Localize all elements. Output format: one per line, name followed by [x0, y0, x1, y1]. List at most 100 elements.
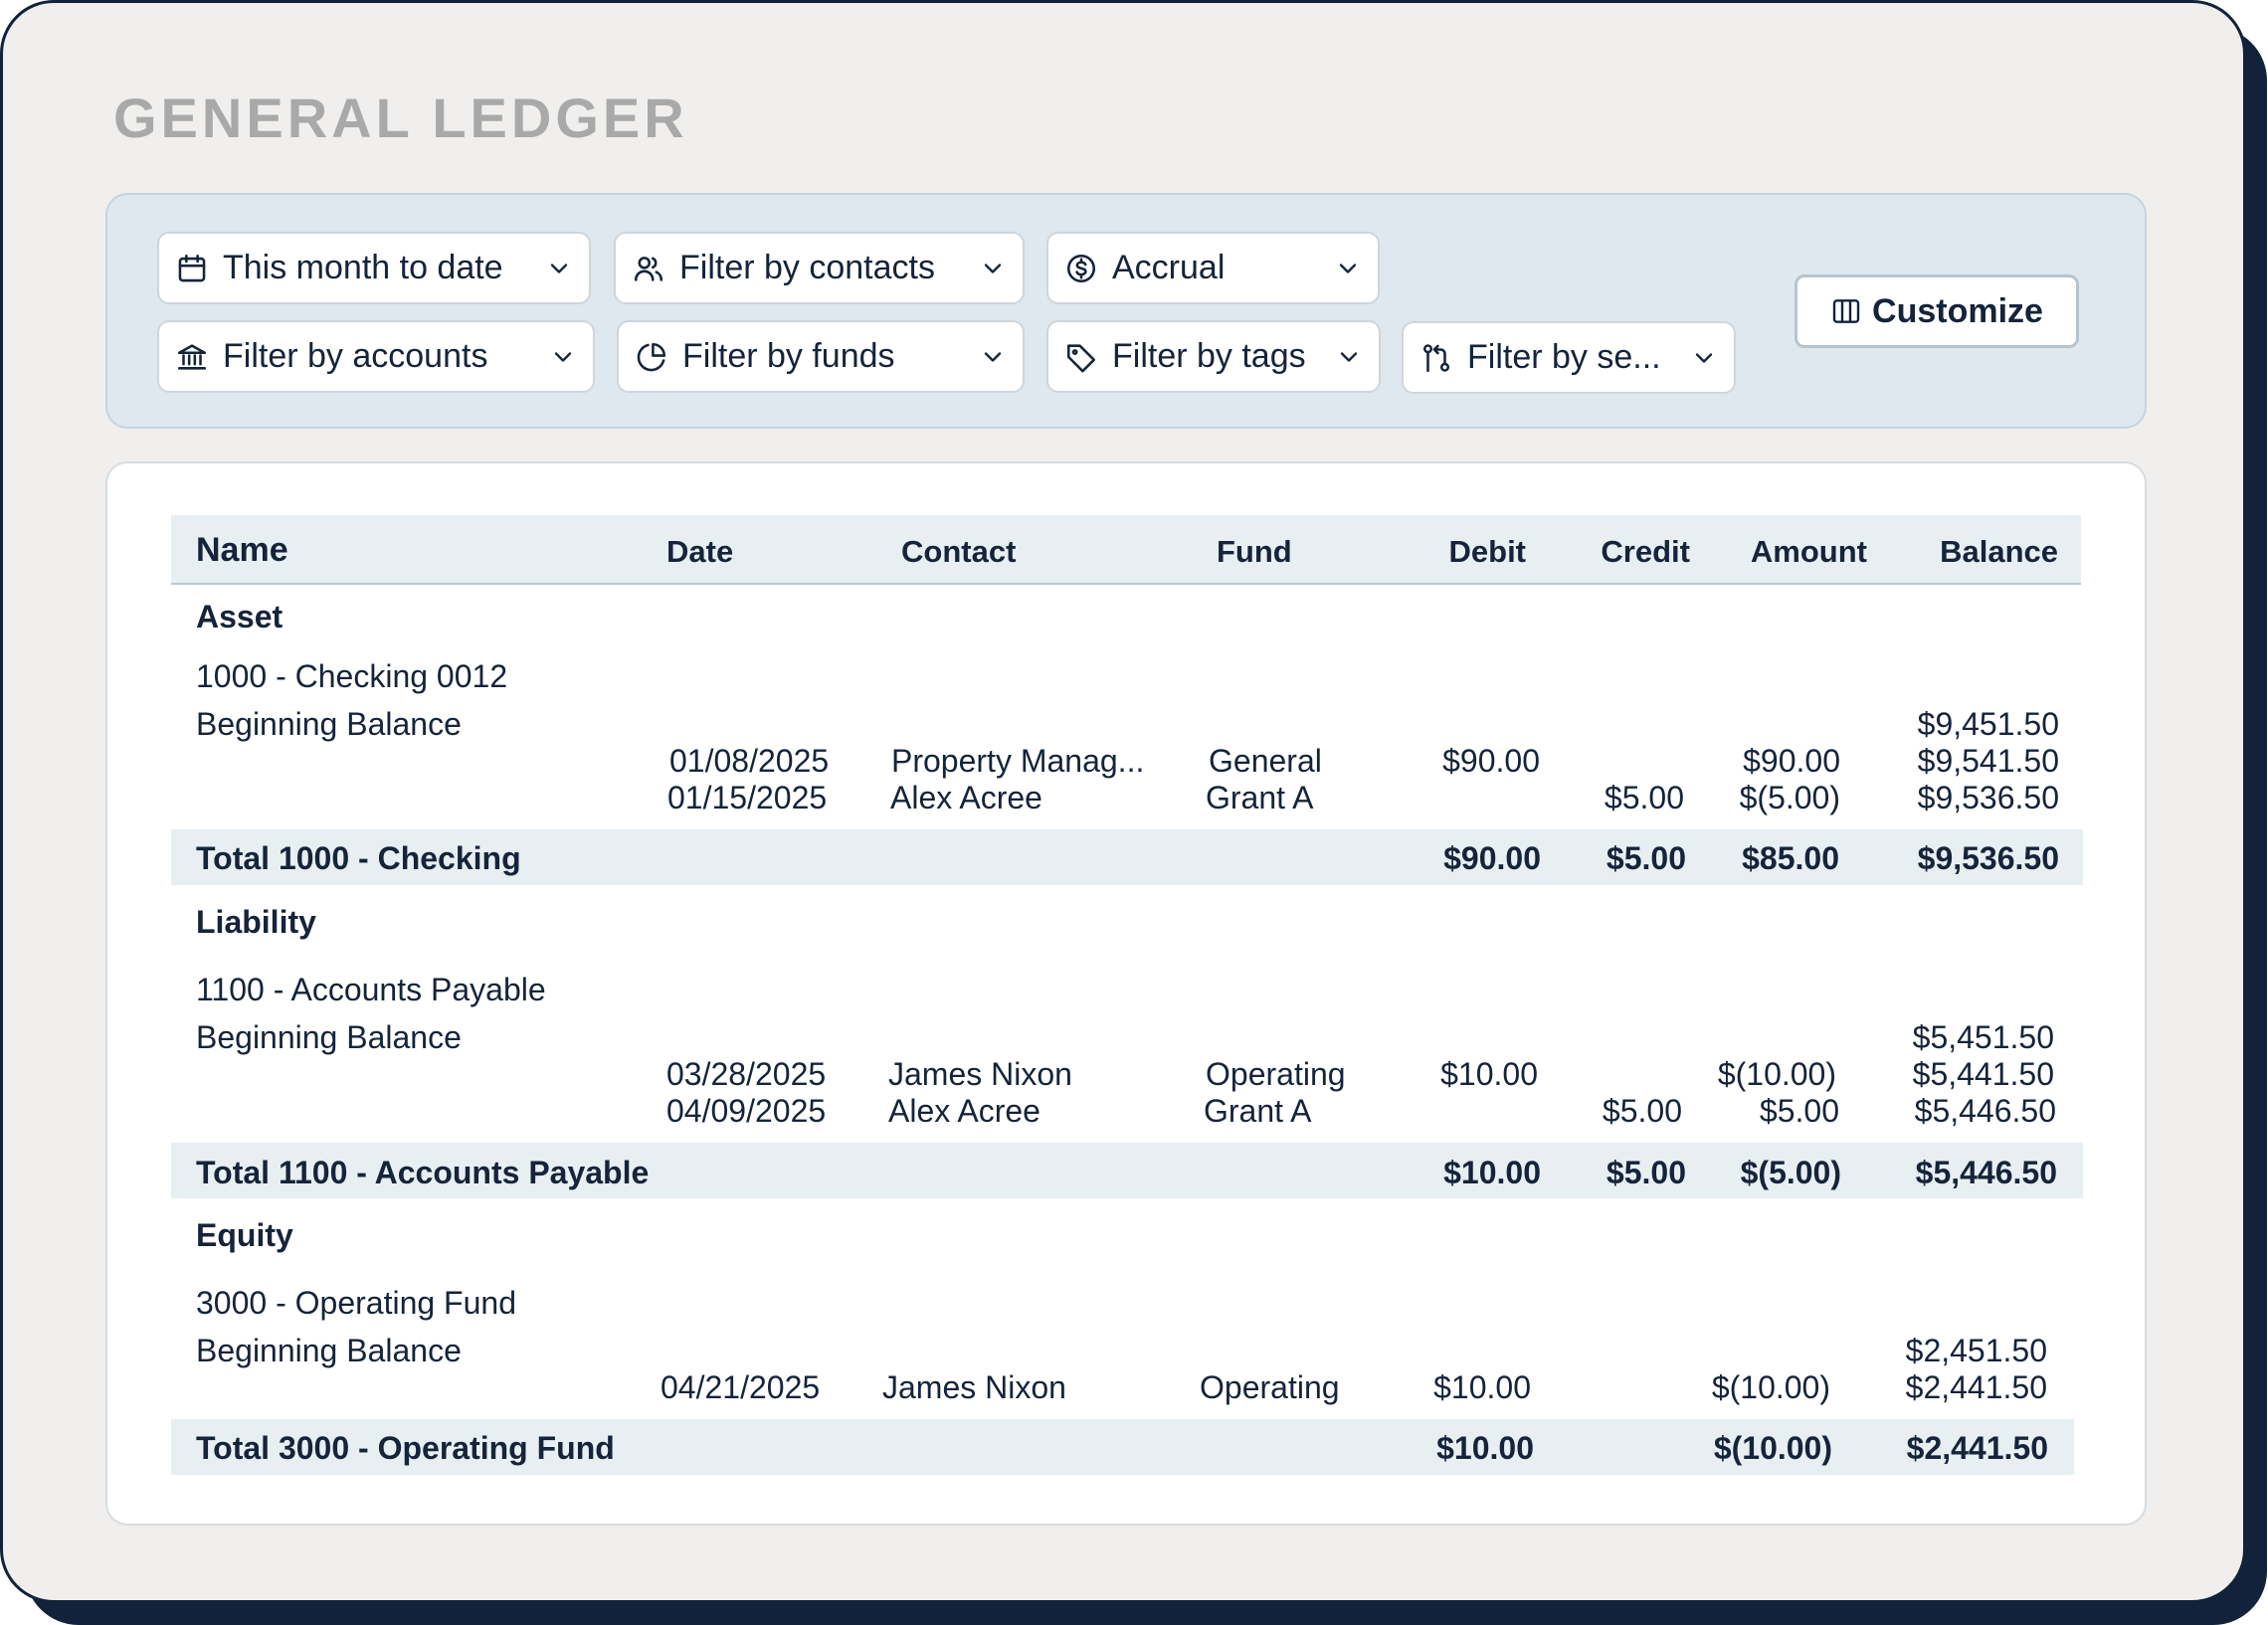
row-balance: $2,441.50 — [1905, 1369, 2047, 1405]
report-card — [105, 461, 2147, 1526]
header-debit[interactable]: Debit — [1448, 534, 1527, 569]
segment-icon — [1418, 339, 1455, 377]
beginning-balance-value: $5,451.50 — [1912, 1019, 2054, 1055]
row-date: 04/09/2025 — [666, 1093, 827, 1129]
beginning-balance-label: Beginning Balance — [196, 1019, 462, 1055]
row-fund: Grant A — [1206, 780, 1314, 815]
header-credit[interactable]: Credit — [1601, 534, 1690, 569]
total-amount: $85.00 — [1742, 840, 1839, 876]
accounting-basis-dropdown[interactable]: Accrual — [1046, 232, 1380, 304]
section-type: Liability — [196, 904, 316, 940]
account-name: 1100 - Accounts Payable — [196, 972, 546, 1007]
total-amount: $(10.00) — [1713, 1430, 1832, 1466]
chevron-down-icon — [1334, 255, 1362, 282]
calendar-icon — [173, 250, 211, 287]
beginning-balance-value: $9,451.50 — [1917, 706, 2059, 742]
row-contact[interactable]: James Nixon — [882, 1369, 1066, 1405]
header-amount[interactable]: Amount — [1750, 534, 1867, 569]
tags-filter-dropdown[interactable]: Filter by tags — [1046, 320, 1381, 393]
contacts-filter-label: Filter by contacts — [679, 249, 935, 286]
row-debit: $10.00 — [1440, 1056, 1538, 1092]
row-amount: $(10.00) — [1717, 1056, 1836, 1092]
customize-label: Customize — [1872, 291, 2043, 330]
row-amount: $(5.00) — [1739, 780, 1840, 815]
account-name: 1000 - Checking 0012 — [196, 658, 508, 694]
beginning-balance-label: Beginning Balance — [196, 1333, 462, 1368]
header-name[interactable]: Name — [196, 531, 288, 569]
columns-icon — [1830, 295, 1862, 327]
header-contact[interactable]: Contact — [901, 534, 1017, 569]
customize-button[interactable]: Customize — [1795, 274, 2079, 348]
chevron-down-icon — [1335, 343, 1363, 371]
row-contact[interactable]: Alex Acree — [890, 780, 1042, 815]
row-debit: $10.00 — [1433, 1369, 1531, 1405]
row-contact[interactable]: Alex Acree — [888, 1093, 1040, 1129]
date-range-dropdown[interactable]: This month to date — [157, 232, 591, 304]
pie-chart-icon — [633, 338, 670, 376]
total-label: Total 1100 - Accounts Payable — [196, 1155, 650, 1190]
account-name: 3000 - Operating Fund — [196, 1285, 516, 1321]
row-fund: Operating — [1200, 1369, 1340, 1405]
row-date: 04/21/2025 — [661, 1369, 821, 1405]
total-row — [171, 829, 2083, 885]
total-amount: $(5.00) — [1740, 1155, 1841, 1190]
beginning-balance-label: Beginning Balance — [196, 706, 462, 742]
beginning-balance-value: $2,451.50 — [1905, 1333, 2047, 1368]
row-date: 01/08/2025 — [669, 743, 830, 779]
funds-filter-dropdown[interactable]: Filter by funds — [617, 320, 1025, 393]
row-balance: $9,536.50 — [1917, 780, 2059, 815]
accounting-basis-label: Accrual — [1112, 249, 1226, 286]
total-credit: $5.00 — [1606, 840, 1686, 876]
total-label: Total 1000 - Checking — [196, 840, 521, 876]
date-range-label: This month to date — [223, 249, 503, 286]
total-row — [171, 1419, 2074, 1475]
row-amount: $90.00 — [1743, 743, 1840, 779]
row-contact[interactable]: Property Manag... — [891, 743, 1145, 779]
page-title: GENERAL LEDGER — [113, 87, 688, 149]
header-balance[interactable]: Balance — [1940, 534, 2058, 569]
row-debit: $90.00 — [1442, 743, 1540, 779]
total-row — [171, 1143, 2083, 1198]
accounts-filter-label: Filter by accounts — [223, 337, 488, 375]
total-label: Total 3000 - Operating Fund — [196, 1430, 615, 1466]
contacts-icon — [630, 250, 667, 287]
chevron-down-icon — [979, 255, 1007, 282]
total-debit: $90.00 — [1443, 840, 1541, 876]
row-amount: $5.00 — [1759, 1093, 1839, 1129]
total-debit: $10.00 — [1443, 1155, 1541, 1190]
section-type: Asset — [196, 599, 284, 634]
tags-filter-label: Filter by tags — [1112, 337, 1306, 375]
row-date: 03/28/2025 — [666, 1056, 827, 1092]
row-credit: $5.00 — [1602, 1093, 1682, 1129]
contacts-filter-dropdown[interactable]: Filter by contacts — [614, 232, 1025, 304]
row-amount: $(10.00) — [1711, 1369, 1830, 1405]
total-balance: $2,441.50 — [1906, 1430, 2048, 1466]
total-balance: $9,536.50 — [1917, 840, 2059, 876]
row-credit: $5.00 — [1604, 780, 1684, 815]
accounts-filter-dropdown[interactable]: Filter by accounts — [157, 320, 595, 393]
total-credit: $5.00 — [1606, 1155, 1686, 1190]
chevron-down-icon — [979, 343, 1007, 371]
row-balance: $9,541.50 — [1917, 743, 2059, 779]
row-balance: $5,441.50 — [1912, 1056, 2054, 1092]
table-header — [171, 515, 2081, 585]
dollar-circle-icon — [1062, 250, 1100, 287]
funds-filter-label: Filter by funds — [682, 337, 895, 375]
row-date: 01/15/2025 — [667, 780, 828, 815]
segments-filter-dropdown[interactable]: Filter by se... — [1402, 321, 1736, 394]
header-fund[interactable]: Fund — [1217, 534, 1292, 569]
row-fund: Operating — [1206, 1056, 1346, 1092]
chevron-down-icon — [549, 343, 577, 371]
segments-filter-label: Filter by se... — [1467, 338, 1661, 376]
bank-icon — [173, 338, 211, 376]
tag-icon — [1062, 338, 1100, 376]
row-fund: Grant A — [1204, 1093, 1312, 1129]
total-balance: $5,446.50 — [1915, 1155, 2057, 1190]
chevron-down-icon — [545, 255, 573, 282]
row-contact[interactable]: James Nixon — [888, 1056, 1072, 1092]
header-date[interactable]: Date — [666, 534, 734, 569]
section-type: Equity — [196, 1217, 293, 1253]
row-balance: $5,446.50 — [1914, 1093, 2056, 1129]
chevron-down-icon — [1690, 344, 1718, 372]
total-debit: $10.00 — [1436, 1430, 1534, 1466]
